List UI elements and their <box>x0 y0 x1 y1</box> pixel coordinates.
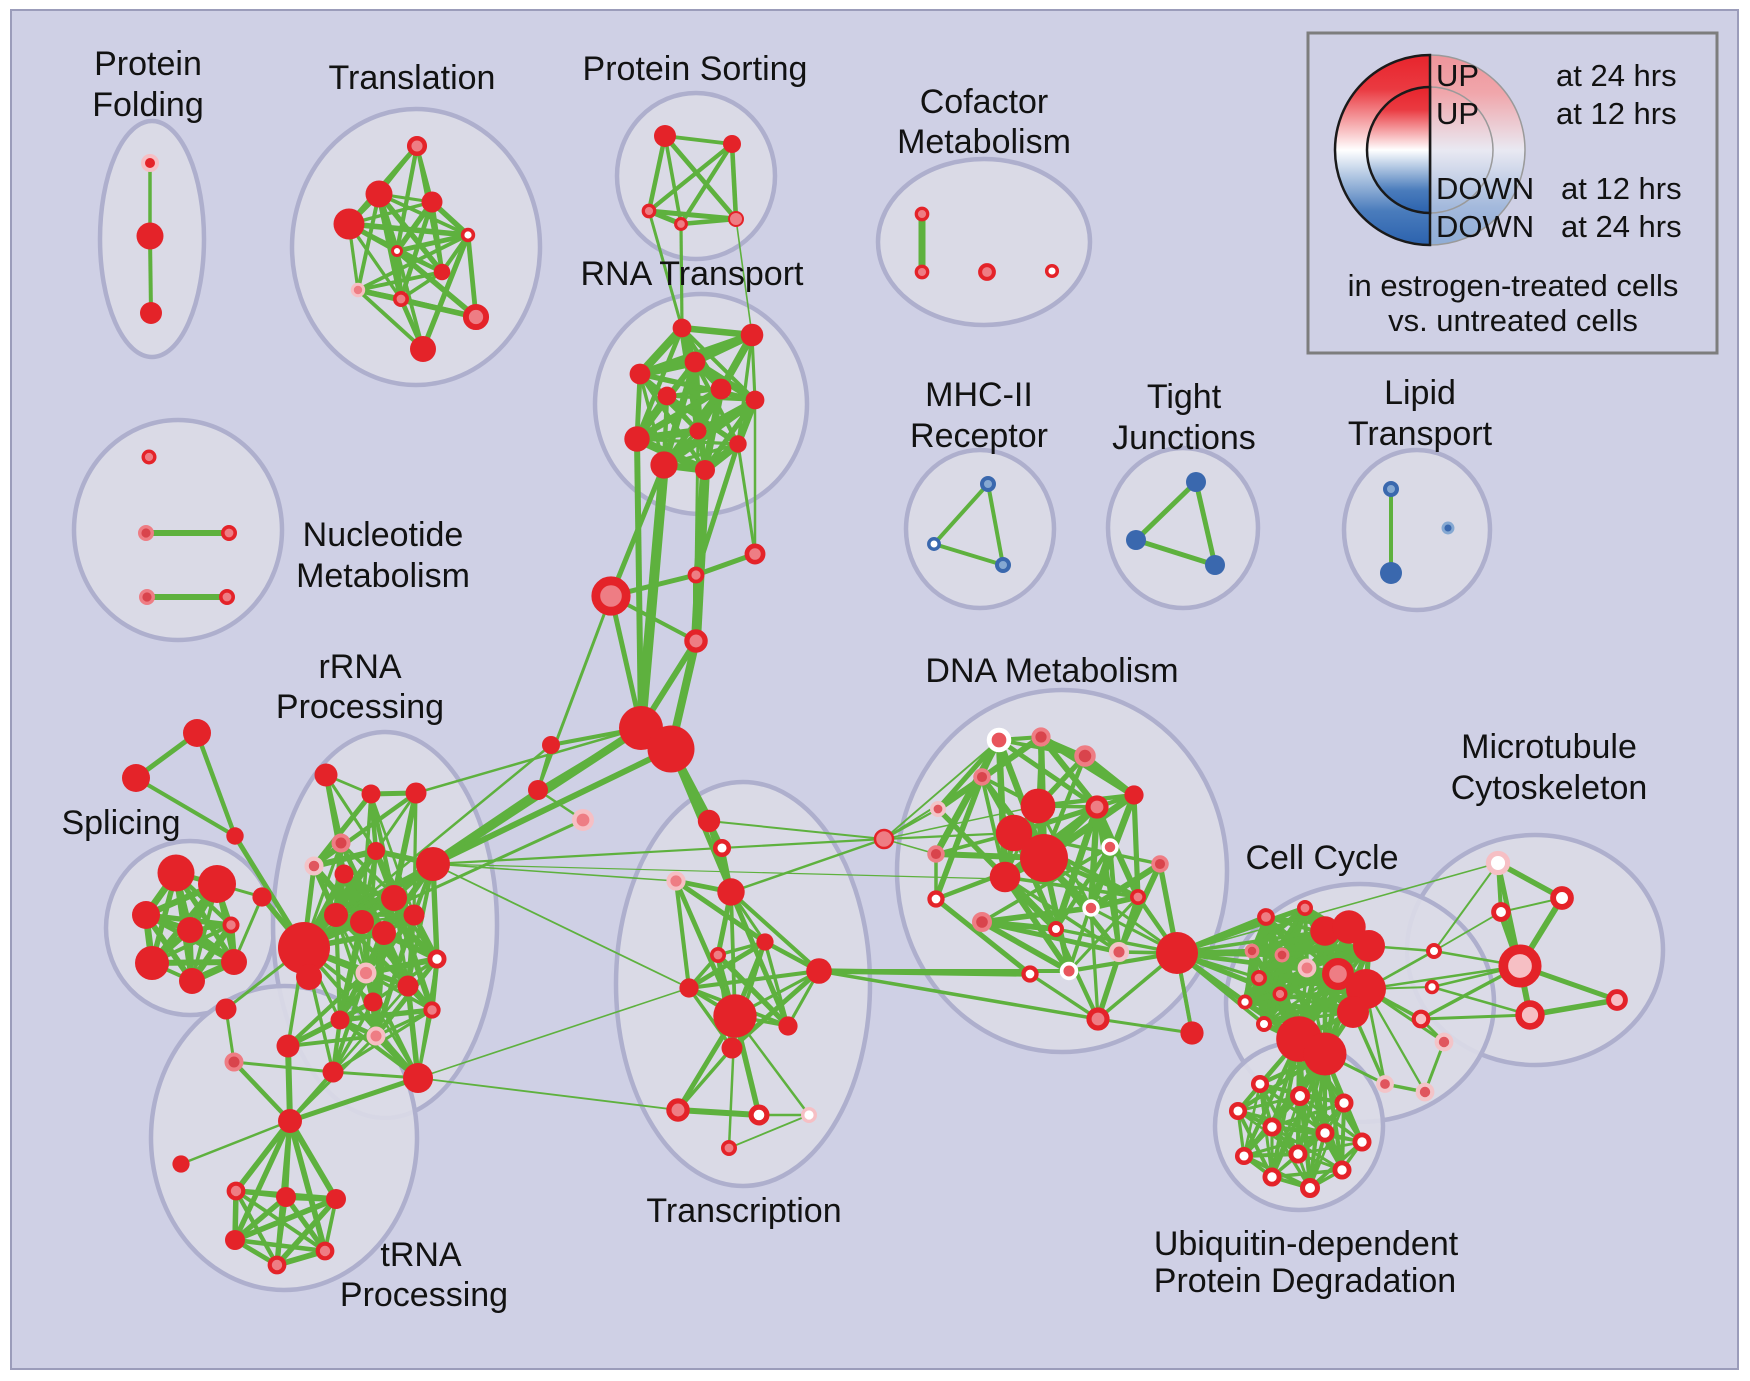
svg-text:tRNA: tRNA <box>380 1236 462 1274</box>
svg-text:Protein Sorting: Protein Sorting <box>583 50 808 88</box>
svg-text:Protein Degradation: Protein Degradation <box>1154 1262 1456 1300</box>
svg-text:Metabolism: Metabolism <box>296 557 470 595</box>
svg-text:Folding: Folding <box>92 86 204 124</box>
svg-text:Lipid: Lipid <box>1384 374 1456 412</box>
svg-text:Cofactor: Cofactor <box>920 83 1049 121</box>
svg-text:Tight: Tight <box>1147 378 1222 416</box>
svg-text:in estrogen-treated cells: in estrogen-treated cells <box>1348 268 1679 303</box>
svg-text:UP: UP <box>1436 96 1479 131</box>
svg-text:DOWN: DOWN <box>1436 209 1534 244</box>
svg-text:Junctions: Junctions <box>1112 419 1256 457</box>
svg-text:Transcription: Transcription <box>646 1192 841 1230</box>
svg-text:DOWN: DOWN <box>1436 171 1534 206</box>
svg-text:RNA Transport: RNA Transport <box>581 255 805 293</box>
svg-text:Splicing: Splicing <box>61 804 180 842</box>
svg-text:rRNA: rRNA <box>318 648 401 686</box>
svg-text:Transport: Transport <box>1348 415 1493 453</box>
svg-text:at 24 hrs: at 24 hrs <box>1556 58 1677 93</box>
svg-text:Receptor: Receptor <box>910 417 1048 455</box>
svg-text:at 12 hrs: at 12 hrs <box>1556 96 1677 131</box>
svg-text:at 24 hrs: at 24 hrs <box>1561 209 1682 244</box>
svg-text:vs. untreated cells: vs. untreated cells <box>1388 303 1638 338</box>
svg-text:Ubiquitin-dependent: Ubiquitin-dependent <box>1154 1225 1459 1263</box>
svg-text:Cell Cycle: Cell Cycle <box>1245 839 1398 877</box>
svg-text:Cytoskeleton: Cytoskeleton <box>1451 769 1648 807</box>
svg-text:UP: UP <box>1436 58 1479 93</box>
svg-text:Nucleotide: Nucleotide <box>303 516 464 554</box>
svg-text:DNA Metabolism: DNA Metabolism <box>925 652 1178 690</box>
svg-text:Translation: Translation <box>329 59 496 97</box>
svg-text:Protein: Protein <box>94 45 202 83</box>
svg-text:MHC-II: MHC-II <box>925 376 1033 414</box>
svg-text:Processing: Processing <box>276 688 444 726</box>
svg-text:Microtubule: Microtubule <box>1461 728 1637 766</box>
svg-text:Processing: Processing <box>340 1276 508 1314</box>
svg-text:Metabolism: Metabolism <box>897 123 1071 161</box>
svg-text:at 12 hrs: at 12 hrs <box>1561 171 1682 206</box>
